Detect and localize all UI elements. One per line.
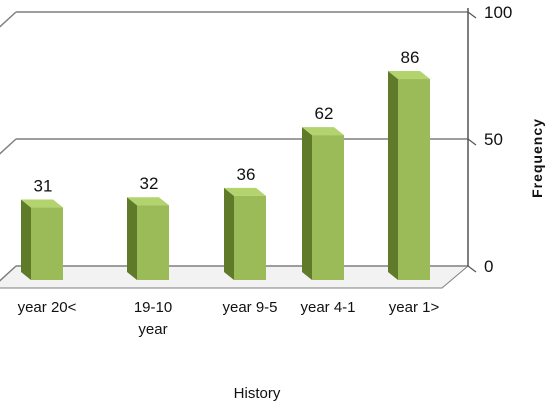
bar-side	[302, 127, 312, 280]
bar-front	[234, 195, 266, 280]
axis-tick	[467, 11, 477, 19]
gridline-depth	[0, 11, 17, 28]
category-label: year 9-5	[222, 299, 277, 316]
data-label: 32	[140, 174, 159, 193]
data-label: 31	[34, 177, 53, 196]
axis-tick	[467, 138, 477, 146]
bar-front	[312, 135, 344, 280]
bar-side	[127, 197, 137, 280]
bar	[127, 197, 169, 280]
gridline-depth	[0, 138, 17, 155]
axis-tick	[467, 265, 477, 273]
bar-top	[388, 71, 430, 80]
bar-side	[388, 71, 398, 280]
bar-front	[398, 79, 430, 280]
bar-top	[224, 187, 266, 196]
value-axis: 0 50 100	[467, 3, 512, 276]
bar-side	[21, 199, 31, 280]
bar	[388, 71, 430, 280]
x-axis-title: History	[234, 385, 281, 402]
data-labels: 31 32 36 62 86	[34, 48, 420, 196]
bar	[302, 127, 344, 280]
data-label: 86	[401, 48, 420, 67]
category-labels: year 20< 19-10 year year 9-5 year 4-1 year 1>	[18, 299, 440, 338]
bars	[21, 71, 430, 280]
category-label: 19-10 year	[134, 299, 172, 338]
bar-front	[31, 207, 63, 280]
y-tick-label: 50	[484, 130, 503, 149]
y-tick-label: 100	[484, 3, 512, 22]
bar-top	[127, 197, 169, 206]
category-label: year 20<	[18, 299, 77, 316]
bar	[21, 199, 63, 280]
y-tick-label: 0	[484, 257, 493, 276]
bar-top	[21, 199, 63, 208]
bar	[224, 187, 266, 280]
bar-top	[302, 127, 344, 136]
category-label: year 1>	[389, 299, 440, 316]
y-axis-title: Frequency	[529, 118, 545, 198]
bar-front	[137, 205, 169, 280]
gridline-depth	[0, 265, 17, 282]
category-label: year 4-1	[300, 299, 355, 316]
data-label: 62	[315, 104, 334, 123]
bar-side	[224, 187, 234, 280]
data-label: 36	[237, 165, 256, 184]
